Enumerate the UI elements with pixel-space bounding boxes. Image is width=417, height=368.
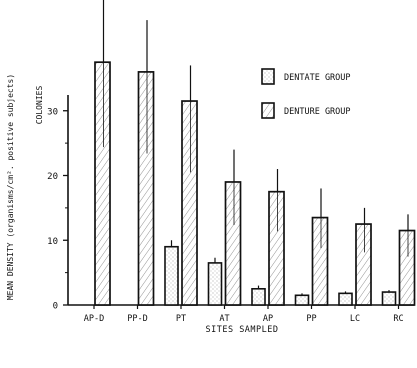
x-tick-label-ap: AP [263,314,273,324]
bar-denture-rc [398,229,416,306]
legend: DENTATE GROUP DENTURE GROUP [261,68,351,119]
bar-dentate-lc [338,292,353,306]
y-tick-label: 0 [53,302,58,312]
labels: 0 10 20 30 MEAN DENSITY (organisms/cm². posi… [6,74,404,335]
bars [94,0,416,306]
bar-dentate-pt [164,245,179,306]
legend-swatch-denture [261,102,275,119]
bar-denture-pp [311,216,329,306]
bar-dentate-ap [251,288,266,306]
bar-dentate-pp [294,294,310,306]
y-axis-label: MEAN DENSITY (organisms/cm². positive su… [6,74,15,300]
x-axis-label: SITES SAMPLED [205,325,278,335]
x-tick-label-rc: RC [393,314,403,324]
y-tick-label: 10 [47,237,58,247]
bar-denture-pt [181,100,198,306]
bar-denture-ap-d [94,61,111,306]
x-tick-label-pp-d: PP-D [127,314,147,324]
y-tick-label: 30 [47,107,58,117]
x-tick-label-pp: PP [306,314,316,324]
x-tick-label-lc: LC [350,314,360,324]
bar-dentate-rc [381,291,397,306]
legend-label-denture: DENTURE GROUP [284,107,351,117]
y-tick-label: 20 [47,172,58,182]
bar-denture-pp-d [137,71,155,306]
bar-denture-at [224,181,242,306]
bar-denture-lc [355,223,372,306]
legend-swatch-dentate [261,68,275,85]
legend-label-dentate: DENTATE GROUP [284,73,351,83]
x-tick-label-pt: PT [176,314,186,324]
x-tick-label-at: AT [219,314,229,324]
y-unit-label: COLONIES [35,86,44,125]
bar-denture-ap [268,190,285,306]
x-tick-label-ap-d: AP-D [84,314,104,324]
bar-dentate-at [207,262,223,306]
